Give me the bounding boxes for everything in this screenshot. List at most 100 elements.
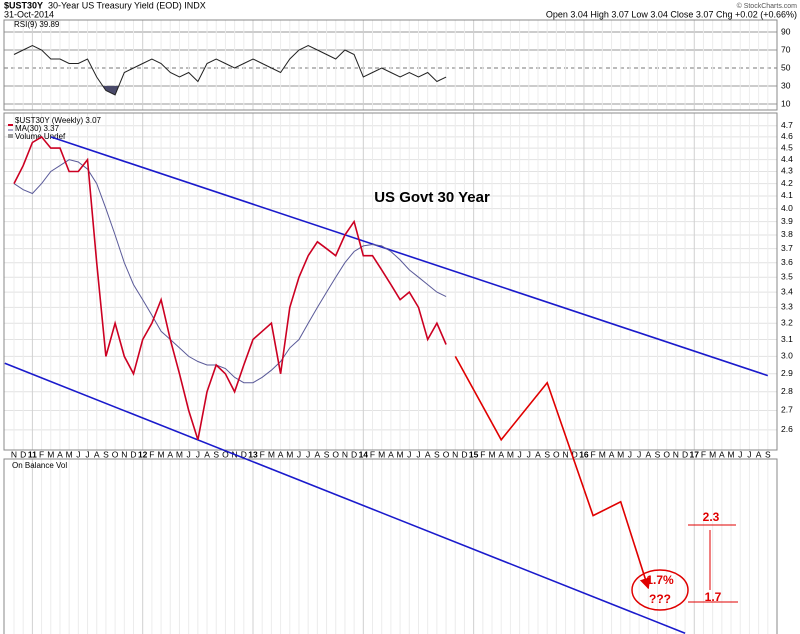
obv-label: On Balance Vol: [12, 461, 67, 470]
y-tick-label: 3.9: [781, 216, 793, 226]
x-tick-label: D: [241, 449, 247, 459]
x-tick-label: J: [76, 449, 80, 459]
y-tick-label: 3.1: [781, 334, 793, 344]
rsi-line: [13, 44, 447, 96]
annotation: ???: [649, 592, 671, 606]
x-tick-label: F: [39, 449, 44, 459]
trendline: [4, 362, 686, 634]
x-tick-label: 17: [690, 449, 700, 459]
x-tick-label: J: [628, 449, 632, 459]
legend-label: Volume Undef: [15, 132, 66, 141]
symbol: $UST30Y: [4, 0, 43, 10]
x-tick-label: J: [527, 449, 531, 459]
x-tick-label: O: [112, 449, 119, 459]
x-tick-label: 16: [579, 449, 589, 459]
annotation: 1.7%: [646, 573, 674, 587]
x-tick-label: M: [158, 449, 165, 459]
rsi-label: RSI(9) 39.89: [14, 20, 60, 29]
x-tick-label: 12: [138, 449, 148, 459]
x-tick-label: J: [306, 449, 310, 459]
y-tick-label: 2.6: [781, 424, 793, 434]
annotation: 2.3: [703, 510, 720, 524]
x-tick-label: O: [663, 449, 670, 459]
x-tick-label: S: [213, 449, 219, 459]
legend-label: MA(30) 3.37: [15, 124, 60, 133]
x-tick-label: N: [673, 449, 679, 459]
y-tick-label: 4.4: [781, 154, 793, 164]
x-tick-label: M: [599, 449, 606, 459]
x-tick-label: F: [591, 449, 596, 459]
x-tick-label: J: [738, 449, 742, 459]
circle-annotation: [631, 569, 689, 611]
header-title: 30-Year US Treasury Yield (EOD) INDX: [48, 0, 206, 10]
x-tick-label: A: [57, 449, 63, 459]
x-tick-label: A: [315, 449, 321, 459]
x-tick-label: J: [747, 449, 751, 459]
x-tick-label: O: [553, 449, 560, 459]
x-tick-label: 13: [248, 449, 258, 459]
x-tick-label: 11: [28, 449, 37, 459]
y-tick-label: 3.3: [781, 302, 793, 312]
y-tick-label: 3.6: [781, 257, 793, 267]
x-tick-label: M: [378, 449, 385, 459]
x-tick-label: 14: [359, 449, 369, 459]
rsi-panel: [3, 19, 778, 111]
y-tick-label: 4.3: [781, 166, 793, 176]
x-tick-label: M: [47, 449, 54, 459]
header-date: 31-Oct-2014: [4, 9, 54, 19]
y-tick-label: 3.0: [781, 351, 793, 361]
x-tick-label: F: [260, 449, 265, 459]
x-tick-label: F: [701, 449, 706, 459]
grid: [4, 20, 777, 634]
x-tick-label: D: [572, 449, 578, 459]
x-tick-label: N: [121, 449, 127, 459]
x-tick-label: S: [765, 449, 771, 459]
x-tick-label: N: [452, 449, 458, 459]
x-tick-label: N: [562, 449, 568, 459]
x-tick-label: S: [324, 449, 330, 459]
x-tick-label: J: [407, 449, 411, 459]
x-tick-label: J: [416, 449, 420, 459]
x-tick-label: D: [20, 449, 26, 459]
x-tick-label: M: [488, 449, 495, 459]
x-tick-label: S: [103, 449, 109, 459]
x-tick-label: A: [94, 449, 100, 459]
trendline: [50, 136, 769, 377]
x-tick-label: N: [342, 449, 348, 459]
y-tick-label: 4.6: [781, 131, 793, 141]
x-tick-label: N: [11, 449, 17, 459]
x-tick-label: D: [130, 449, 136, 459]
x-tick-label: A: [535, 449, 541, 459]
y-tick-label: 4.5: [781, 142, 793, 152]
chart-title: US Govt 30 Year: [374, 189, 490, 206]
ma-line: [13, 159, 447, 384]
price-line: [13, 135, 447, 441]
y-tick-label: 3.8: [781, 229, 793, 239]
x-tick-label: 15: [469, 449, 479, 459]
x-tick-label: A: [609, 449, 615, 459]
x-tick-label: D: [461, 449, 467, 459]
x-tick-label: F: [149, 449, 154, 459]
y-tick-label: 2.8: [781, 386, 793, 396]
x-tick-label: A: [498, 449, 504, 459]
y-tick-label: 4.0: [781, 203, 793, 213]
y-tick-label: 30: [781, 80, 791, 90]
x-tick-label: J: [85, 449, 89, 459]
x-tick-label: S: [434, 449, 440, 459]
x-tick-label: S: [544, 449, 550, 459]
y-tick-label: 3.2: [781, 317, 793, 327]
x-tick-label: A: [756, 449, 762, 459]
x-tick-label: F: [370, 449, 375, 459]
x-tick-label: O: [443, 449, 450, 459]
x-tick-label: J: [637, 449, 641, 459]
y-tick-label: 90: [781, 26, 791, 36]
x-tick-label: M: [397, 449, 404, 459]
forecast-line: [454, 356, 651, 590]
x-tick-label: J: [517, 449, 521, 459]
y-tick-label: 3.7: [781, 243, 793, 253]
x-tick-label: J: [297, 449, 301, 459]
y-tick-label: 10: [781, 98, 791, 108]
data: 90 70 50 30 10 2.6 2.7 2.8 2.9 3.0 3.1 3.2 3.3 3.4 3.5…: [4, 26, 793, 634]
x-tick-label: A: [278, 449, 284, 459]
